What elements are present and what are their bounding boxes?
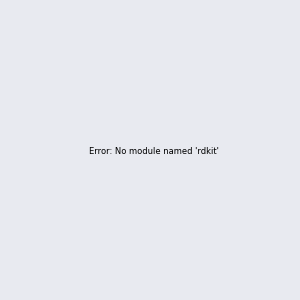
- Text: Error: No module named 'rdkit': Error: No module named 'rdkit': [89, 147, 219, 156]
